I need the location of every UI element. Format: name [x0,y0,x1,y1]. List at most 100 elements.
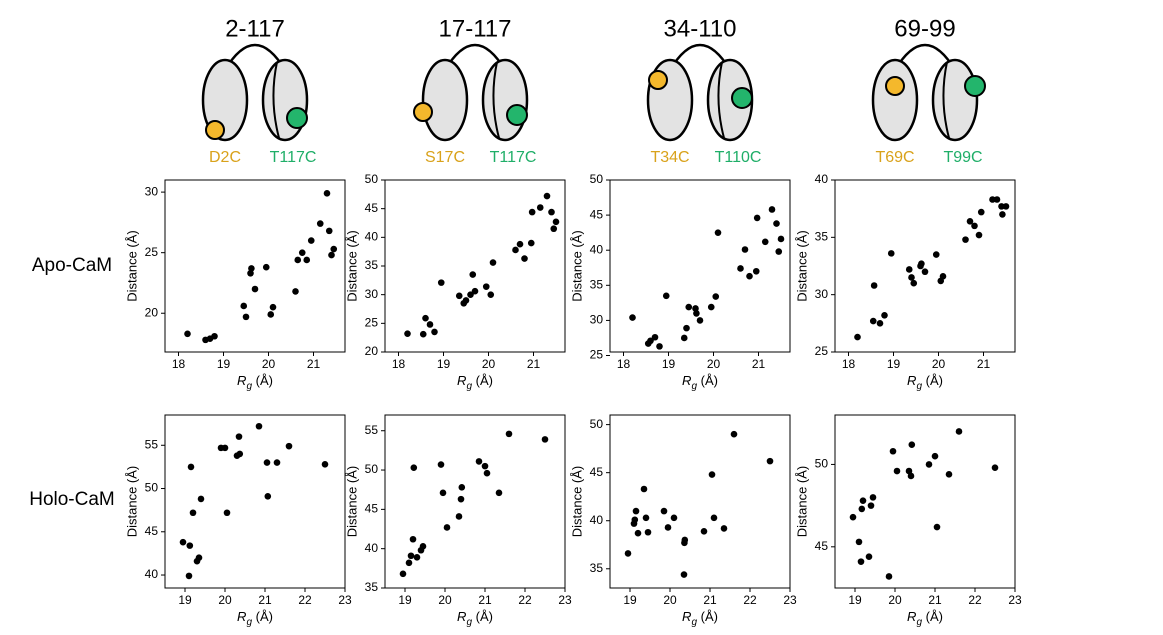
x-label-subscript: g [916,617,922,628]
data-point [905,467,913,475]
x-tick-label: 20 [262,357,276,371]
data-point [482,283,490,290]
data-point [437,461,445,468]
y-tick-label: 45 [590,465,604,479]
data-point [908,441,916,448]
data-point [712,293,720,300]
x-tick-label: 18 [392,357,406,371]
data-point [240,302,248,310]
y-tick-label: 25 [365,316,379,330]
y-axis-label: Distance (Å) [124,230,139,302]
y-axis-label: Distance (Å) [569,466,584,538]
data-point [189,509,197,517]
data-point [179,538,187,546]
data-point [184,330,191,338]
data-point [849,513,857,521]
n-lobe [421,58,469,142]
x-tick-label: 18 [172,357,186,371]
data-point [267,311,275,318]
donor-label: D2C [209,149,241,166]
data-point [221,444,229,452]
data-point [462,297,470,304]
data-point [696,317,704,324]
data-point [328,251,335,259]
x-tick-label: 20 [663,593,677,607]
x-tick-label: 22 [743,593,757,607]
data-point [714,229,722,236]
data-point [685,303,693,311]
data-point [527,239,535,247]
data-point [642,514,650,522]
data-point [536,204,544,211]
x-label-subscript: g [916,381,922,392]
data-point [455,292,463,300]
lobe-fold [492,61,500,139]
data-point [708,471,716,478]
data-point [263,459,271,466]
data-point [893,467,901,475]
y-axis-label: Distance (Å) [124,466,139,538]
y-tick-label: 25 [815,344,829,358]
x-label-symbol: R [907,373,916,388]
y-tick-label: 35 [590,277,604,291]
data-point [707,303,715,311]
data-point [752,267,760,275]
data-point [455,513,463,520]
data-point [235,433,243,440]
data-point [660,507,668,515]
data-point [955,428,963,435]
data-point [629,314,636,321]
acceptor-label: T117C [270,149,317,166]
y-tick-label: 50 [590,417,604,431]
data-point [945,471,953,478]
c-lobe [481,58,529,142]
y-axis-label: Distance (Å) [794,230,809,302]
data-point [242,313,250,321]
data-point [195,554,203,562]
data-point [656,343,663,350]
acceptor-label: T110C [715,149,762,166]
data-point [632,507,640,515]
x-axis-label: Rg (Å) [907,609,943,627]
data-point [753,214,761,222]
data-point [971,222,978,230]
row-label: Apo-CaM [32,255,112,276]
data-point [548,208,555,216]
data-point [552,218,560,226]
label-site [413,102,433,122]
plot-frame [834,414,1016,589]
data-point [777,235,785,243]
data-point [761,238,769,246]
data-point [264,493,272,500]
data-point [437,279,445,286]
x-label-subscript: g [246,617,252,628]
n-lobe [201,58,249,142]
lobe-fold [272,61,280,139]
plot-frame [164,179,346,353]
data-point [303,256,311,264]
data-point [867,502,875,509]
acceptor-label: T117C [490,149,537,166]
x-tick-label: 21 [258,593,272,607]
lobe-fold [942,61,950,139]
y-tick-label: 50 [365,172,379,186]
n-lobe [871,58,919,142]
x-tick-label: 20 [438,593,452,607]
data-point [505,430,513,438]
data-point [854,333,861,341]
data-point [624,550,632,557]
x-label-symbol: R [237,373,246,388]
x-tick-label: 20 [218,593,232,607]
x-tick-label: 23 [783,593,797,607]
data-point [962,236,969,243]
data-point [273,459,281,466]
data-point [737,265,744,272]
x-tick-label: 20 [482,357,496,371]
data-point [966,217,974,225]
data-point [489,259,497,266]
plot-frame [609,414,791,589]
y-axis-label: Distance (Å) [344,466,359,538]
data-point [307,237,315,244]
data-point [541,436,549,443]
